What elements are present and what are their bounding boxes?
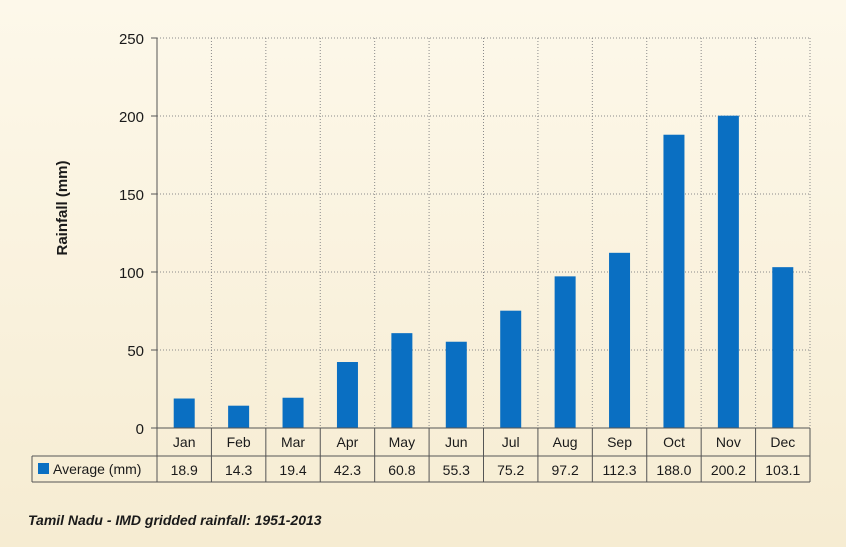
y-tick-label: 100 xyxy=(119,265,144,282)
y-axis-label: Rainfall (mm) xyxy=(54,160,71,255)
chart-caption: Tamil Nadu - IMD gridded rainfall: 1951-… xyxy=(28,512,322,528)
x-tick-label: Dec xyxy=(770,434,795,450)
x-tick-label: Jul xyxy=(502,434,520,450)
data-label: 75.2 xyxy=(497,462,524,478)
data-label: 55.3 xyxy=(443,462,470,478)
x-tick-label: Sep xyxy=(607,434,632,450)
data-table: Jan 18.9 Feb 14.3 Mar 19.4 Apr 42.3 May 60.8 Jun 55… xyxy=(31,427,811,483)
data-label: 112.3 xyxy=(603,462,637,478)
x-tick-label: Feb xyxy=(227,434,251,450)
y-axis-ticks: 0 50 100 150 200 250 xyxy=(119,31,158,438)
data-label: 188.0 xyxy=(656,462,691,478)
grid-lines xyxy=(157,37,811,428)
x-tick-label: Mar xyxy=(281,434,305,450)
bar-nov xyxy=(717,115,739,429)
bar-apr xyxy=(336,362,358,428)
data-label: 14.3 xyxy=(225,462,252,478)
data-label: 200.2 xyxy=(711,462,746,478)
data-label: 19.4 xyxy=(279,462,306,478)
bar-mar xyxy=(282,397,304,428)
x-tick-label: Aug xyxy=(553,434,578,450)
bar-aug xyxy=(554,276,576,428)
data-label: 60.8 xyxy=(388,462,415,478)
data-label: 18.9 xyxy=(171,462,198,478)
y-tick-label: 50 xyxy=(127,343,144,360)
y-tick-label: 200 xyxy=(119,109,144,126)
x-tick-label: Jun xyxy=(445,434,468,450)
x-tick-label: Nov xyxy=(716,434,741,450)
bar-dec xyxy=(772,267,794,428)
y-tick-label: 0 xyxy=(136,421,144,438)
legend-swatch xyxy=(38,463,49,474)
bar-sep xyxy=(609,252,631,428)
x-tick-label: May xyxy=(389,434,415,450)
legend-label: Average (mm) xyxy=(53,461,141,477)
data-label: 42.3 xyxy=(334,462,361,478)
bar-jul xyxy=(500,310,522,428)
x-tick-label: Apr xyxy=(337,434,359,450)
x-tick-label: Oct xyxy=(663,434,685,450)
y-tick-label: 250 xyxy=(119,31,144,48)
bar-jun xyxy=(445,341,467,428)
bar-oct xyxy=(663,134,685,428)
x-tick-label: Jan xyxy=(173,434,196,450)
data-label: 103.1 xyxy=(765,462,800,478)
data-label: 97.2 xyxy=(552,462,579,478)
bars xyxy=(173,115,794,429)
bar-jan xyxy=(173,398,195,428)
bar-feb xyxy=(228,405,250,428)
bar-may xyxy=(391,333,413,428)
y-tick-label: 150 xyxy=(119,187,144,204)
